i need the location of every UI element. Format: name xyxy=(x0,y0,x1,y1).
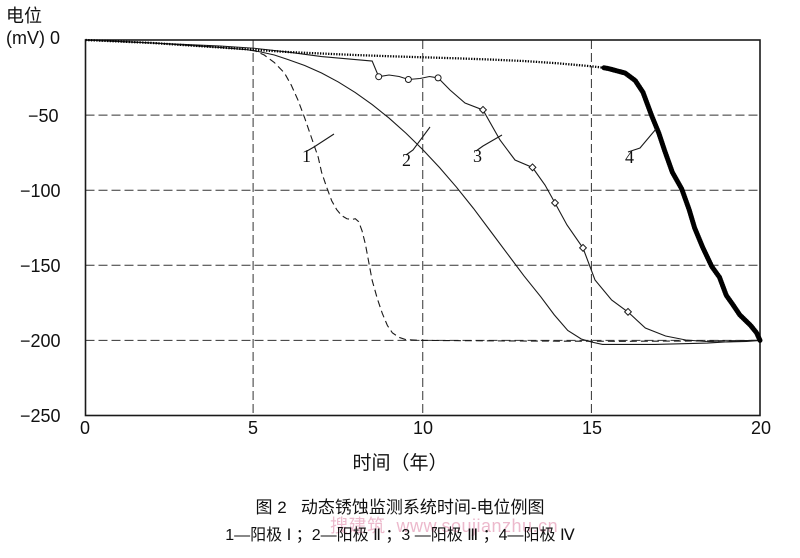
svg-text:3: 3 xyxy=(473,146,482,166)
svg-text:1: 1 xyxy=(302,146,311,166)
svg-text:4: 4 xyxy=(625,147,634,167)
svg-text:2: 2 xyxy=(402,150,411,170)
